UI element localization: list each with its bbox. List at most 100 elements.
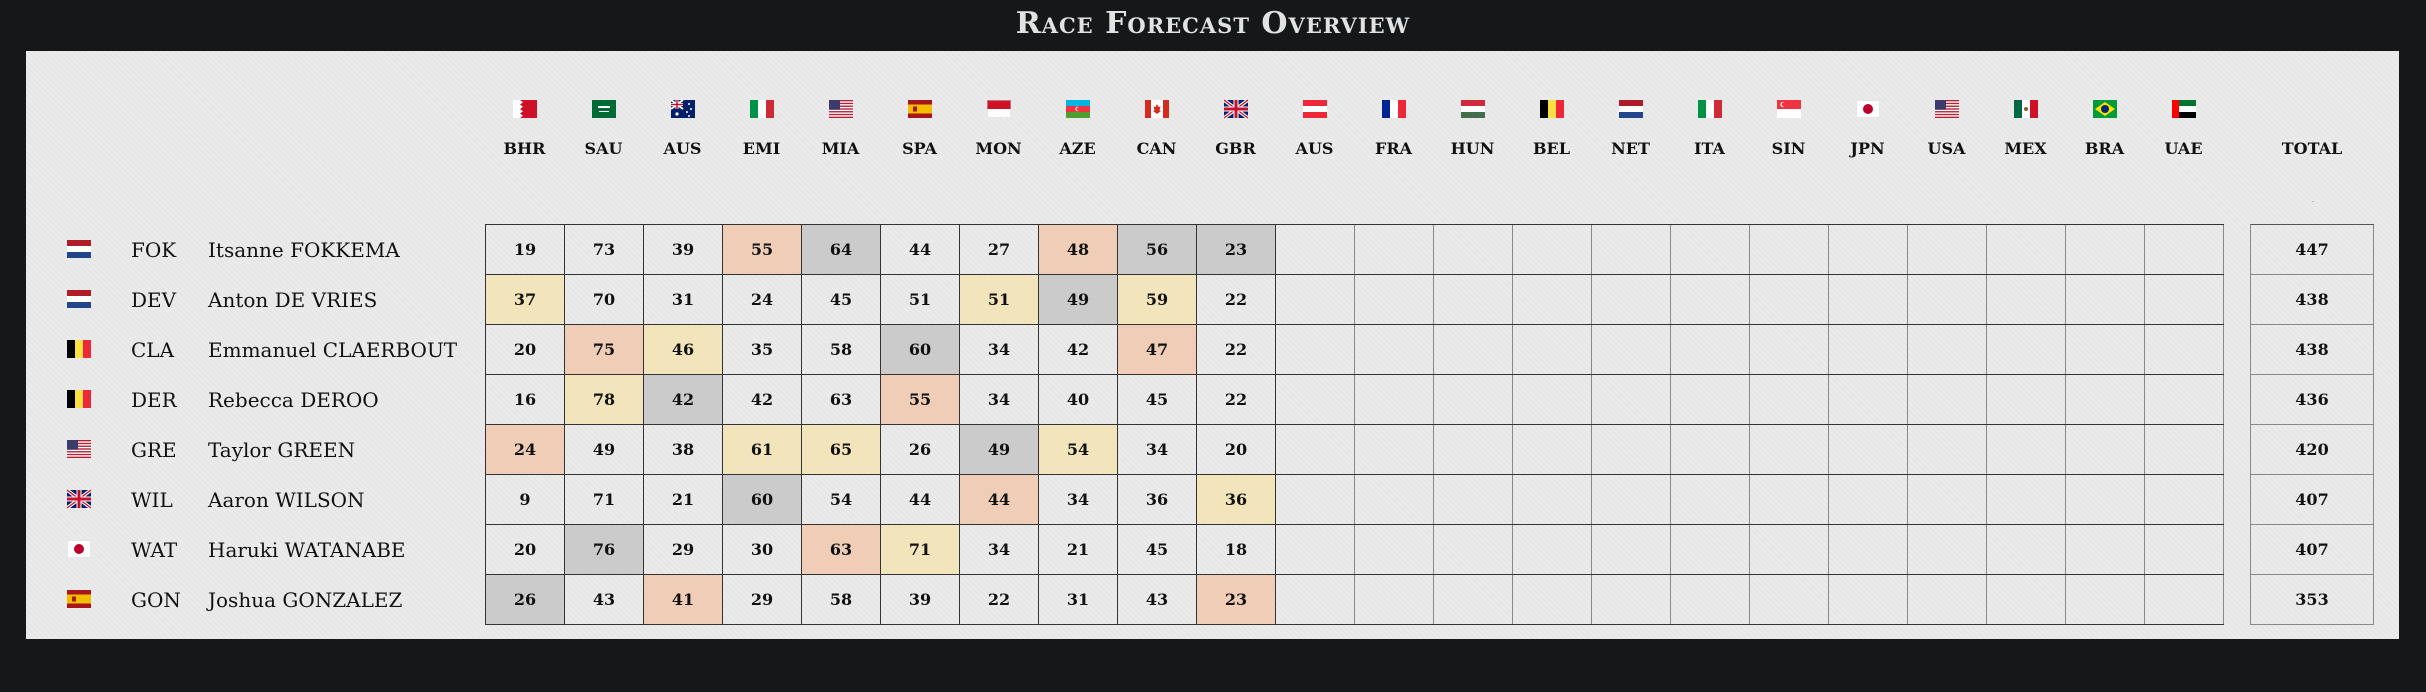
empty-score-cell xyxy=(1829,325,1908,374)
empty-score-cell xyxy=(1592,475,1671,524)
australia-flag-icon xyxy=(670,98,695,120)
score-cell: 54 xyxy=(1039,425,1118,474)
score-cell: 44 xyxy=(881,225,960,274)
empty-score-cell xyxy=(1434,275,1513,324)
score-cell: 22 xyxy=(1197,375,1276,424)
empty-score-cell xyxy=(1987,475,2066,524)
empty-score-cell xyxy=(1671,375,1750,424)
race-code-header: MIA xyxy=(821,139,860,158)
score-cell: 58 xyxy=(802,575,881,624)
race-code-header: CAN xyxy=(1136,139,1177,158)
driver-row: WIL Aaron WILSON xyxy=(26,474,486,524)
score-cell: 27 xyxy=(960,225,1039,274)
austria-flag-icon xyxy=(1302,98,1327,120)
score-cell: 42 xyxy=(723,375,802,424)
monaco-flag-icon xyxy=(986,98,1011,120)
score-cell: 36 xyxy=(1118,475,1197,524)
total-column: 447 438 438 436 420 407 407 353 xyxy=(2250,224,2374,625)
empty-score-cell xyxy=(2066,575,2145,624)
uae-flag-icon xyxy=(2171,98,2196,120)
empty-score-cell xyxy=(1276,225,1355,274)
score-cell: 40 xyxy=(1039,375,1118,424)
score-cell: 26 xyxy=(881,425,960,474)
driver-code: WAT xyxy=(131,538,178,562)
total-header: TOTAL xyxy=(2281,139,2343,158)
score-cell: 22 xyxy=(960,575,1039,624)
driver-row: DEV Anton DE VRIES xyxy=(26,274,486,324)
empty-score-cell xyxy=(2145,575,2224,624)
race-code-header: SPA xyxy=(902,139,937,158)
japan-flag-icon xyxy=(1855,98,1880,120)
empty-score-cell xyxy=(1671,475,1750,524)
race-code-header: ITA xyxy=(1694,139,1725,158)
empty-score-cell xyxy=(1513,425,1592,474)
total-cell: 407 xyxy=(2251,525,2374,575)
netherlands-flag-icon xyxy=(1618,98,1643,120)
empty-score-cell xyxy=(1987,275,2066,324)
score-cell: 45 xyxy=(1118,525,1197,574)
driver-code: DER xyxy=(131,388,177,412)
japan-flag-icon xyxy=(67,538,91,560)
empty-score-cell xyxy=(1671,575,1750,624)
score-cell: 59 xyxy=(1118,275,1197,324)
score-cell: 18 xyxy=(1197,525,1276,574)
spain-flag-icon xyxy=(67,588,91,610)
empty-score-cell xyxy=(1671,325,1750,374)
empty-score-cell xyxy=(1987,575,2066,624)
score-cell: 44 xyxy=(881,475,960,524)
empty-score-cell xyxy=(1592,575,1671,624)
score-cell: 51 xyxy=(960,275,1039,324)
empty-score-cell xyxy=(1592,525,1671,574)
score-cell: 60 xyxy=(723,475,802,524)
empty-score-cell xyxy=(2066,225,2145,274)
empty-score-cell xyxy=(1513,375,1592,424)
empty-score-cell xyxy=(2145,525,2224,574)
empty-score-cell xyxy=(1276,275,1355,324)
score-cell: 71 xyxy=(565,475,644,524)
bahrain-flag-icon xyxy=(512,98,537,120)
empty-score-cell xyxy=(1908,275,1987,324)
empty-score-cell xyxy=(1750,225,1829,274)
race-code-header: HUN xyxy=(1450,139,1495,158)
empty-score-cell xyxy=(1592,325,1671,374)
score-cell: 58 xyxy=(802,325,881,374)
empty-score-cell xyxy=(1829,525,1908,574)
empty-score-cell xyxy=(1750,275,1829,324)
empty-score-cell xyxy=(1908,325,1987,374)
saudi-arabia-flag-icon xyxy=(591,98,616,120)
score-cell: 51 xyxy=(881,275,960,324)
empty-score-cell xyxy=(1908,225,1987,274)
race-code-header: BEL xyxy=(1533,139,1570,158)
empty-score-cell xyxy=(1908,575,1987,624)
usa-flag-icon xyxy=(67,438,91,460)
empty-score-cell xyxy=(1276,375,1355,424)
mexico-flag-icon xyxy=(2013,98,2038,120)
belgium-flag-icon xyxy=(1539,98,1564,120)
score-cell: 76 xyxy=(565,525,644,574)
empty-score-cell xyxy=(1671,525,1750,574)
empty-score-cell xyxy=(1987,375,2066,424)
driver-code: FOK xyxy=(131,238,177,262)
race-code-header: JPN xyxy=(1850,139,1885,158)
race-code-header: SIN xyxy=(1771,139,1806,158)
score-cell: 49 xyxy=(960,425,1039,474)
score-cell: 47 xyxy=(1118,325,1197,374)
driver-row: DER Rebecca DEROO xyxy=(26,374,486,424)
driver-name: Emmanuel CLAERBOUT xyxy=(208,338,458,362)
race-code-header: EMI xyxy=(742,139,781,158)
empty-score-cell xyxy=(2066,525,2145,574)
uk-flag-icon xyxy=(67,488,91,510)
score-cell: 24 xyxy=(723,275,802,324)
score-cell: 23 xyxy=(1197,575,1276,624)
empty-score-cell xyxy=(1434,525,1513,574)
empty-score-cell xyxy=(1276,425,1355,474)
empty-score-cell xyxy=(1355,325,1434,374)
score-cell: 63 xyxy=(802,525,881,574)
score-cell: 44 xyxy=(960,475,1039,524)
score-cell: 34 xyxy=(960,375,1039,424)
empty-score-cell xyxy=(1829,425,1908,474)
score-cell: 45 xyxy=(802,275,881,324)
empty-score-cell xyxy=(1987,425,2066,474)
empty-score-cell xyxy=(1592,275,1671,324)
netherlands-flag-icon xyxy=(67,238,91,260)
